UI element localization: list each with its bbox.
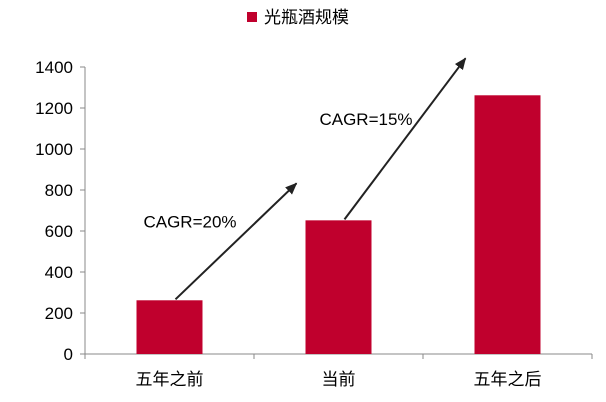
y-tick-label: 800: [45, 181, 73, 200]
y-tick-label: 1000: [35, 140, 73, 159]
cagr-label: CAGR=20%: [143, 212, 236, 231]
bar: [305, 220, 372, 354]
legend-swatch: [247, 12, 257, 22]
y-tick-label: 1400: [35, 58, 73, 77]
annotations: CAGR=20% CAGR=15%: [143, 57, 467, 301]
y-tick-label: 1200: [35, 99, 73, 118]
x-tick-label: 当前: [322, 370, 356, 390]
cagr-label: CAGR=15%: [319, 110, 412, 129]
x-axis: 五年之前 当前 五年之后: [84, 353, 593, 390]
bars: [136, 95, 541, 354]
legend: 光瓶酒规模: [247, 8, 349, 28]
growth-arrow: [343, 57, 467, 220]
y-tick-label: 600: [45, 222, 73, 241]
x-tick-label: 五年之后: [474, 370, 542, 390]
legend-label: 光瓶酒规模: [264, 8, 349, 28]
y-tick-label: 400: [45, 263, 73, 282]
bar: [136, 300, 203, 354]
x-tick-label: 五年之前: [136, 370, 204, 390]
y-axis: 0 200 400 600 800 1000 1200 1400: [35, 58, 86, 364]
bar: [474, 95, 541, 354]
y-tick-label: 0: [64, 345, 73, 364]
y-tick-label: 200: [45, 304, 73, 323]
growth-arrow: [174, 182, 298, 301]
